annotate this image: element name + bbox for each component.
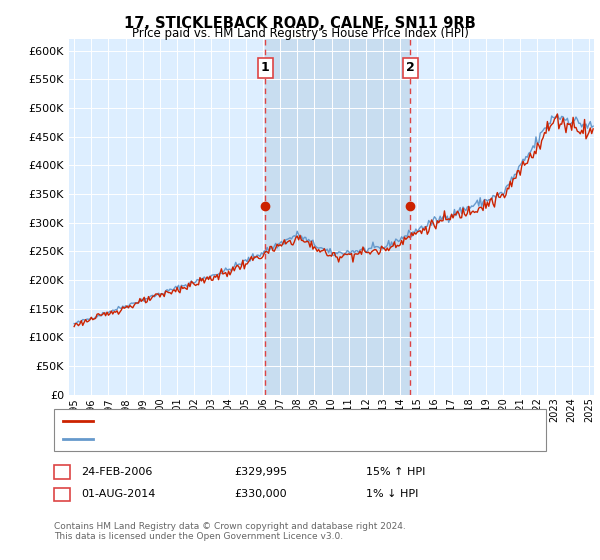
Text: 17, STICKLEBACK ROAD, CALNE, SN11 9RB (detached house): 17, STICKLEBACK ROAD, CALNE, SN11 9RB (d… [97, 416, 416, 426]
Text: 2: 2 [58, 489, 65, 499]
Text: £329,995: £329,995 [234, 466, 287, 477]
Text: HPI: Average price, detached house, Wiltshire: HPI: Average price, detached house, Wilt… [97, 434, 336, 444]
Text: Contains HM Land Registry data © Crown copyright and database right 2024.
This d: Contains HM Land Registry data © Crown c… [54, 522, 406, 542]
Text: 01-AUG-2014: 01-AUG-2014 [81, 489, 155, 499]
Text: 1: 1 [261, 62, 269, 74]
Text: 2: 2 [406, 62, 415, 74]
Text: 17, STICKLEBACK ROAD, CALNE, SN11 9RB: 17, STICKLEBACK ROAD, CALNE, SN11 9RB [124, 16, 476, 31]
Bar [265, 39, 410, 395]
Text: 1: 1 [58, 466, 65, 477]
Text: Price paid vs. HM Land Registry's House Price Index (HPI): Price paid vs. HM Land Registry's House … [131, 27, 469, 40]
Text: 24-FEB-2006: 24-FEB-2006 [81, 466, 152, 477]
Text: 15% ↑ HPI: 15% ↑ HPI [366, 466, 425, 477]
Text: 1% ↓ HPI: 1% ↓ HPI [366, 489, 418, 499]
Text: £330,000: £330,000 [234, 489, 287, 499]
